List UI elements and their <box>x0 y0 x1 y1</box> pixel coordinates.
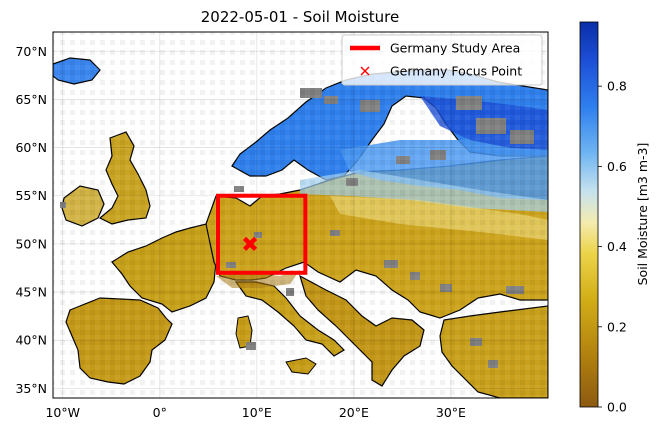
map-axes-frame <box>52 31 549 399</box>
x-stroke <box>360 66 370 76</box>
colorbar: 0.0 0.2 0.4 0.6 0.8 Soil Moisture [m3 m-3] <box>579 21 650 415</box>
lat-tick-label: 65°N <box>15 92 47 107</box>
lon-tick-label: 10°W <box>45 405 80 420</box>
pixel-texture <box>53 32 548 398</box>
legend-study-area-label: Germany Study Area <box>390 41 520 56</box>
legend-focus-point-label: Germany Focus Point <box>390 64 522 79</box>
colorbar-tick-label: 0.4 <box>607 239 627 254</box>
colorbar-tick-label: 0.8 <box>607 79 627 94</box>
map-title: 2022-05-01 - Soil Moisture <box>201 8 399 26</box>
latitude-tick-labels: 70°N 65°N 60°N 55°N 50°N 45°N 40°N 35°N <box>15 44 47 396</box>
lat-tick-label: 50°N <box>15 236 47 251</box>
colorbar-tick-label: 0.6 <box>607 159 627 174</box>
colorbar-ticks: 0.0 0.2 0.4 0.6 0.8 <box>598 79 627 415</box>
focus-point-marker <box>242 236 258 251</box>
legend-focus-point-swatch <box>360 66 370 76</box>
lon-tick-label: 10°E <box>242 405 272 420</box>
lat-tick-label: 60°N <box>15 140 47 155</box>
x-stroke <box>242 236 258 251</box>
land-layer <box>53 32 548 398</box>
map-gridlines <box>53 32 548 398</box>
study-area-box <box>216 193 308 275</box>
colorbar-tick-label: 0.0 <box>607 400 627 415</box>
lon-tick-label: 30°E <box>436 405 466 420</box>
colorbar-label: Soil Moisture [m3 m-3] <box>635 143 650 286</box>
colorbar-gradient <box>579 21 599 408</box>
legend-box <box>341 34 543 86</box>
colorbar-tick-label: 0.2 <box>607 319 627 334</box>
lat-tick-label: 45°N <box>15 285 47 300</box>
lon-tick-label: 20°E <box>339 405 369 420</box>
lat-tick-label: 35°N <box>15 381 47 396</box>
lat-tick-label: 55°N <box>15 188 47 203</box>
legend: Germany Study Area Germany Focus Point <box>341 34 543 86</box>
lat-tick-label: 40°N <box>15 333 47 348</box>
longitude-tick-labels: 10°W 0° 10°E 20°E 30°E <box>45 405 466 420</box>
lat-tick-label: 70°N <box>15 44 47 59</box>
lon-tick-label: 0° <box>153 405 167 420</box>
map-axes: 70°N65°N60°N55°N50°N45°N40°N35°N 10°W 0° 1… <box>15 31 549 420</box>
